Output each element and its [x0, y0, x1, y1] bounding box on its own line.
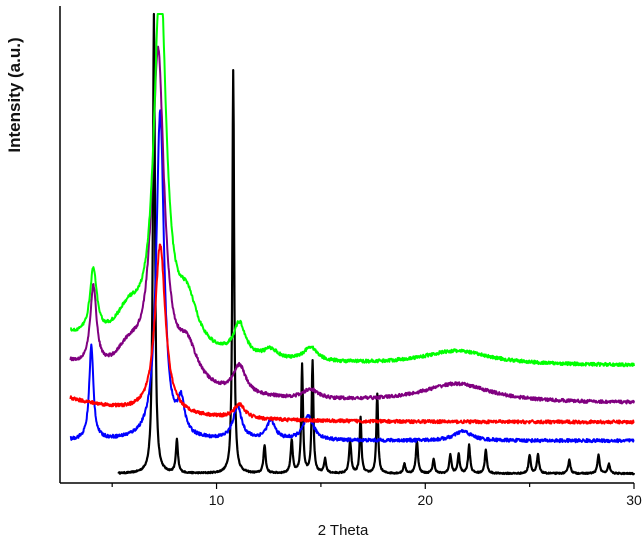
x-tick-label: 20 — [417, 492, 433, 508]
xrd-series-2-line — [69, 109, 635, 444]
x-axis-title: 2 Theta — [318, 522, 369, 539]
xrd-series-1-line — [117, 12, 636, 476]
xrd-series-5-line — [69, 13, 635, 368]
x-axis-ticks: 10 20 30 — [111, 483, 642, 508]
xrd-series-4-line — [69, 45, 635, 405]
plot-area — [69, 12, 636, 476]
y-axis-title: Intensity (a.u.) — [5, 37, 24, 152]
x-tick-label: 30 — [626, 492, 642, 508]
x-tick-label: 10 — [209, 492, 225, 508]
xrd-series-3-line — [69, 243, 635, 425]
